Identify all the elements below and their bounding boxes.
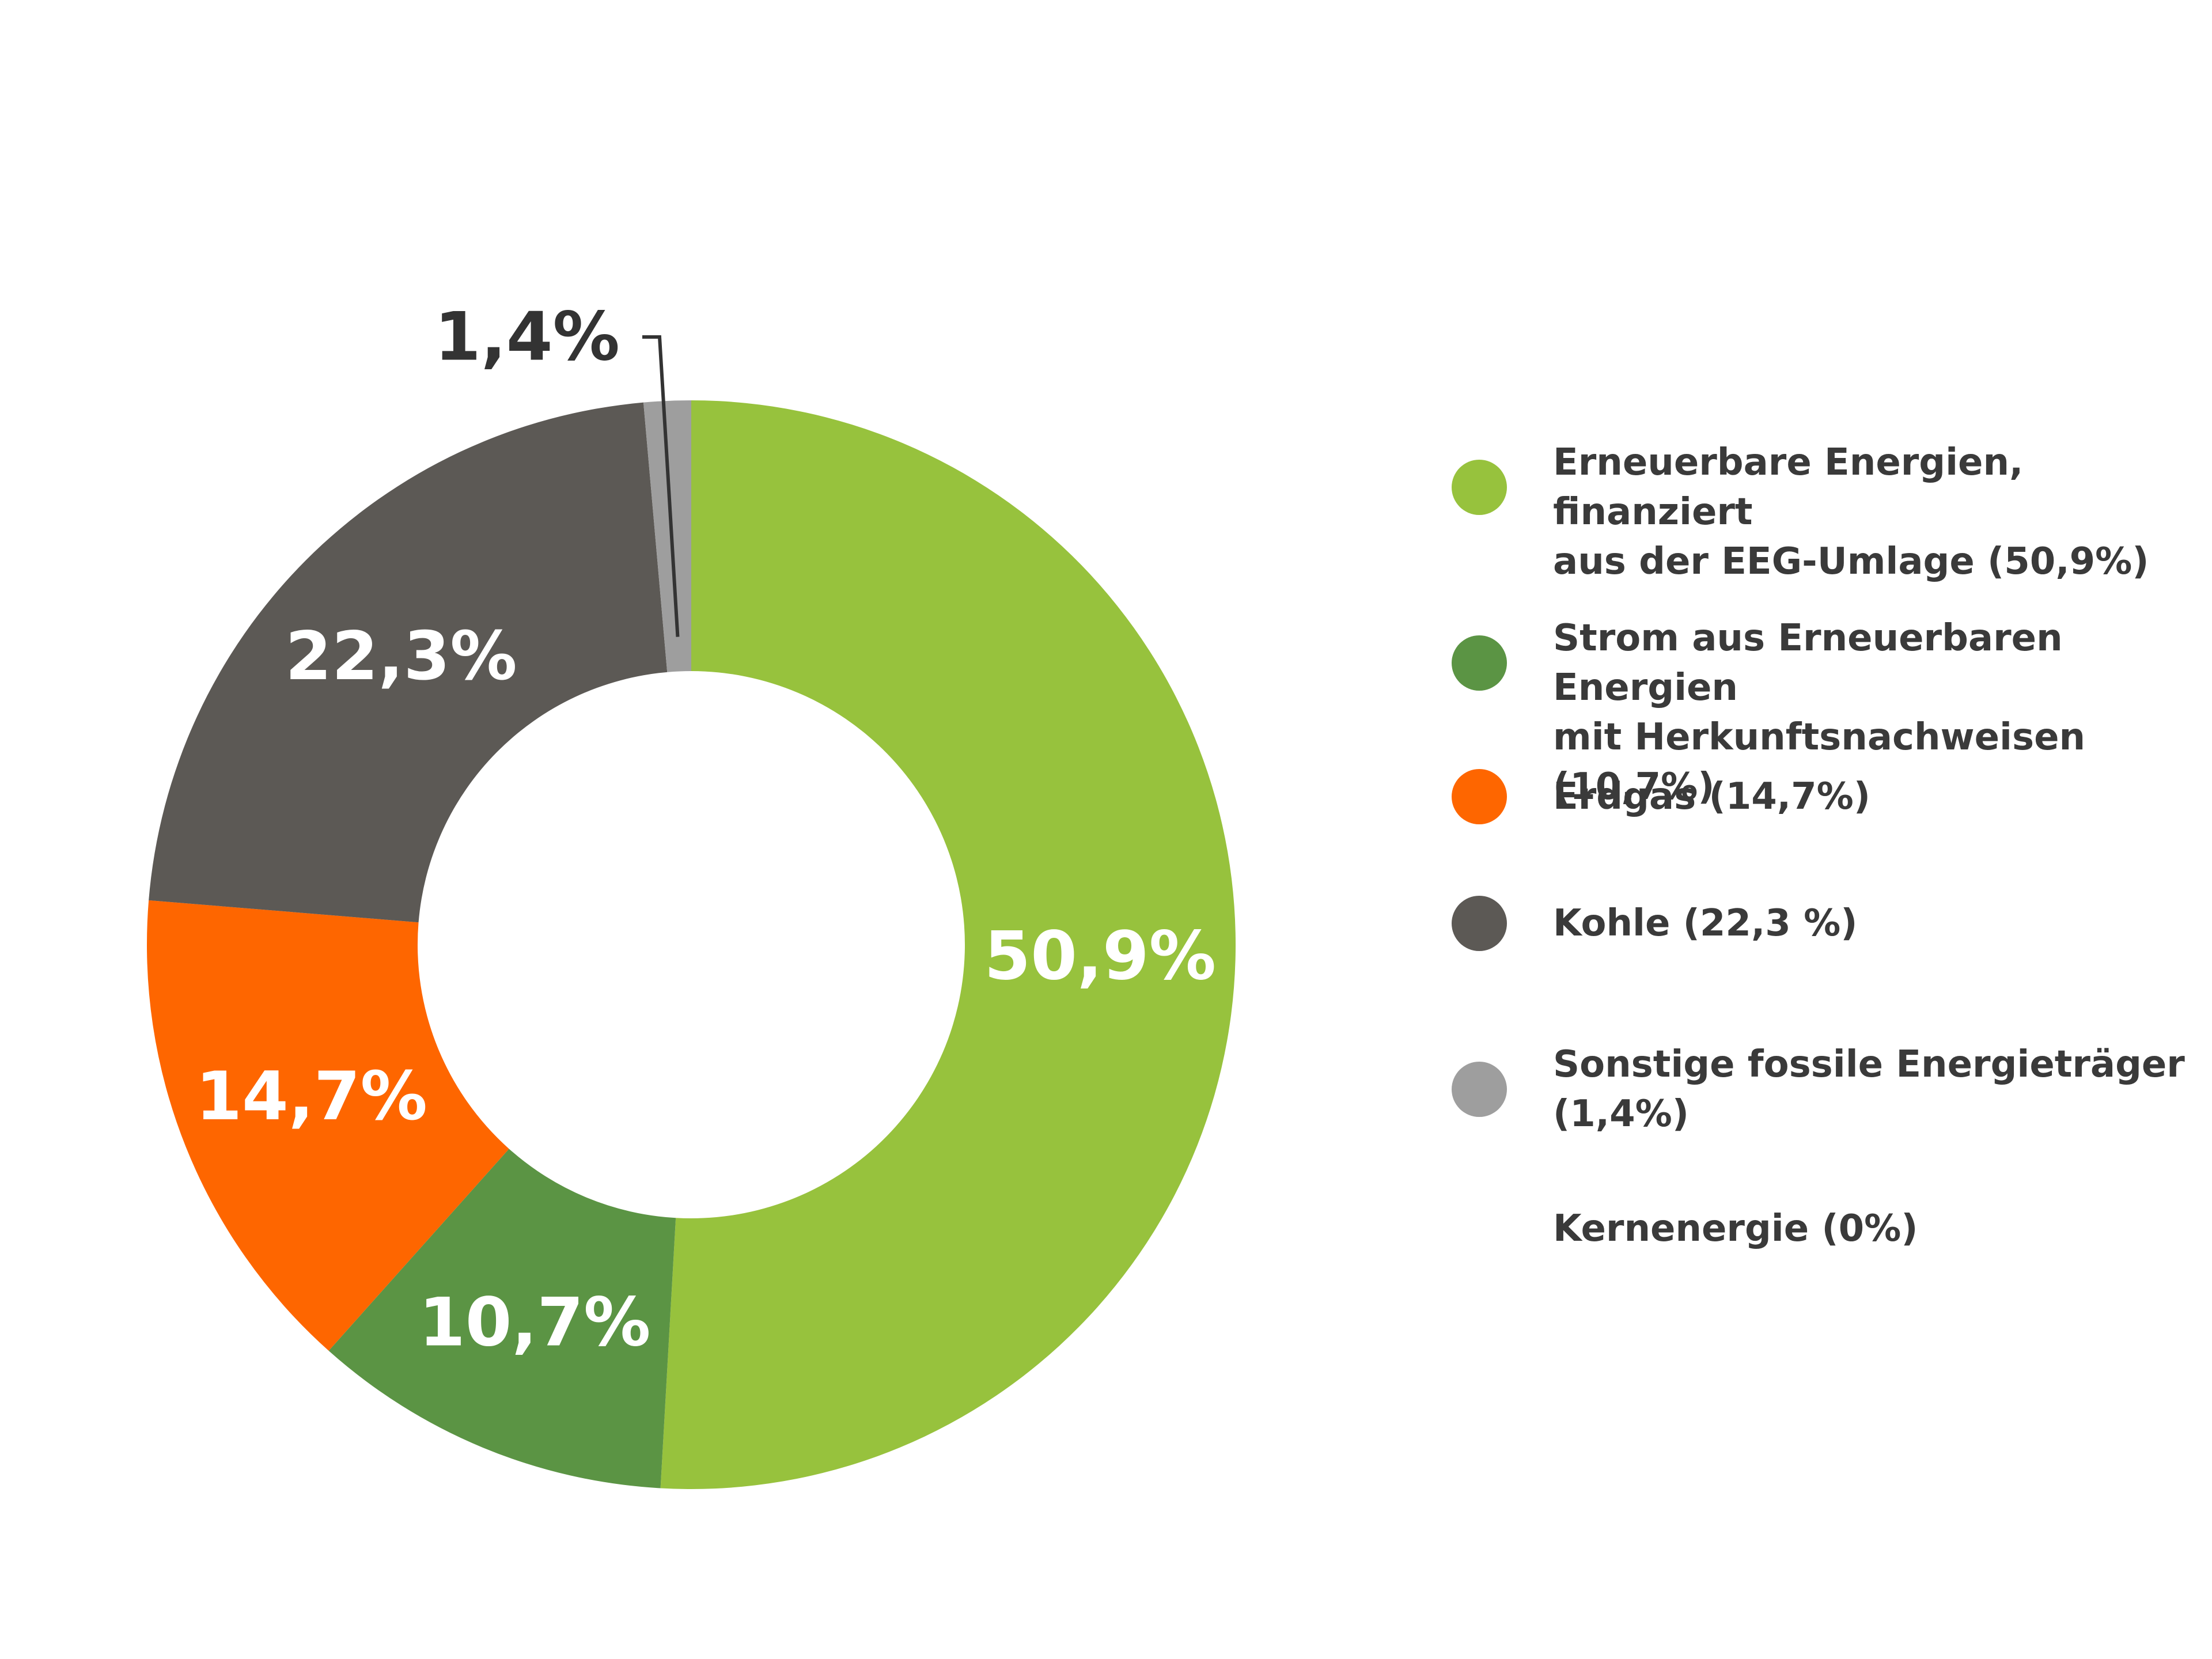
legend-label-0: Erneuerbare Energien, finanziert aus der…: [1553, 441, 2149, 583]
donut-slice-3: [149, 402, 668, 923]
slice-value-label-4: 1,4%: [434, 298, 620, 376]
legend-swatch-4: [1452, 1062, 1507, 1117]
donut-slices: [146, 400, 1236, 1489]
donut-slice-4: [643, 400, 691, 672]
legend-label-4: Sonstige fossile Energieträger (1,4%): [1553, 1043, 2185, 1135]
donut-labels: 50,9% 10,7% 14,7% 22,3% 1,4%: [195, 298, 1215, 1362]
legend-label-5: Kernenergie (0%): [1553, 1207, 1918, 1250]
legend-label-1: Strom aus Erneuerbaren Energien mit Herk…: [1553, 617, 2086, 808]
slice-value-label-1: 10,7%: [419, 1283, 650, 1361]
legend-label-2: Erdgas (14,7%): [1553, 775, 1870, 818]
legend-label-3: Kohle (22,3 %): [1553, 902, 1858, 945]
legend-swatch-2: [1452, 769, 1507, 824]
slice-value-label-2: 14,7%: [195, 1058, 427, 1135]
legend-swatch-0: [1452, 460, 1507, 515]
donut-slice-0: [660, 400, 1236, 1489]
legend-swatch-3: [1452, 896, 1507, 951]
slice-value-label-0: 50,9%: [984, 918, 1215, 995]
slice-value-label-3: 22,3%: [285, 618, 517, 695]
legend-swatch-1: [1452, 635, 1507, 691]
donut-slice-1: [328, 1149, 676, 1488]
leader-line-4: [642, 335, 680, 637]
donut-slice-2: [146, 900, 509, 1351]
